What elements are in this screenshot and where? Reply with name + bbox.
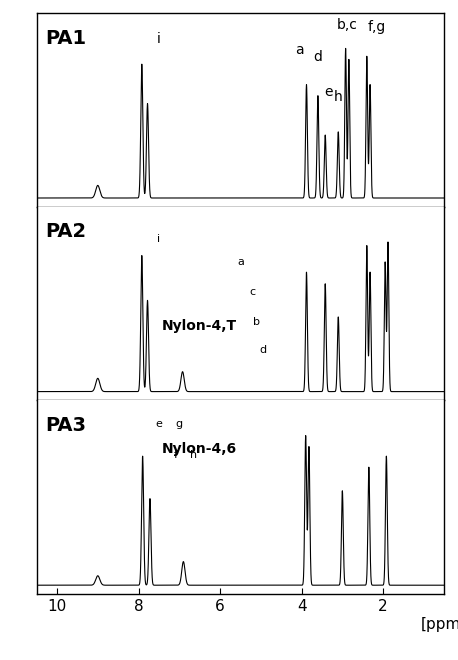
Text: Nylon-4,6: Nylon-4,6 (162, 442, 237, 456)
Text: b: b (253, 317, 260, 327)
Text: c: c (250, 287, 256, 297)
Text: h: h (334, 90, 343, 104)
Text: i: i (157, 32, 161, 46)
Text: b,c: b,c (337, 18, 358, 32)
Text: PA3: PA3 (45, 416, 86, 435)
Text: g: g (176, 419, 183, 429)
Text: a: a (237, 257, 244, 267)
Text: d: d (259, 345, 267, 355)
Text: e: e (324, 85, 333, 99)
X-axis label: [ppm]: [ppm] (421, 617, 458, 632)
Text: f: f (173, 451, 177, 461)
Text: h: h (190, 451, 197, 461)
Text: Nylon-4,T: Nylon-4,T (162, 319, 237, 333)
Text: PA2: PA2 (45, 222, 86, 242)
Text: PA1: PA1 (45, 28, 86, 48)
Text: e: e (155, 419, 163, 429)
Text: f,g: f,g (368, 20, 386, 34)
Text: d: d (313, 50, 322, 64)
Text: i: i (158, 234, 160, 244)
Text: a: a (295, 43, 304, 57)
